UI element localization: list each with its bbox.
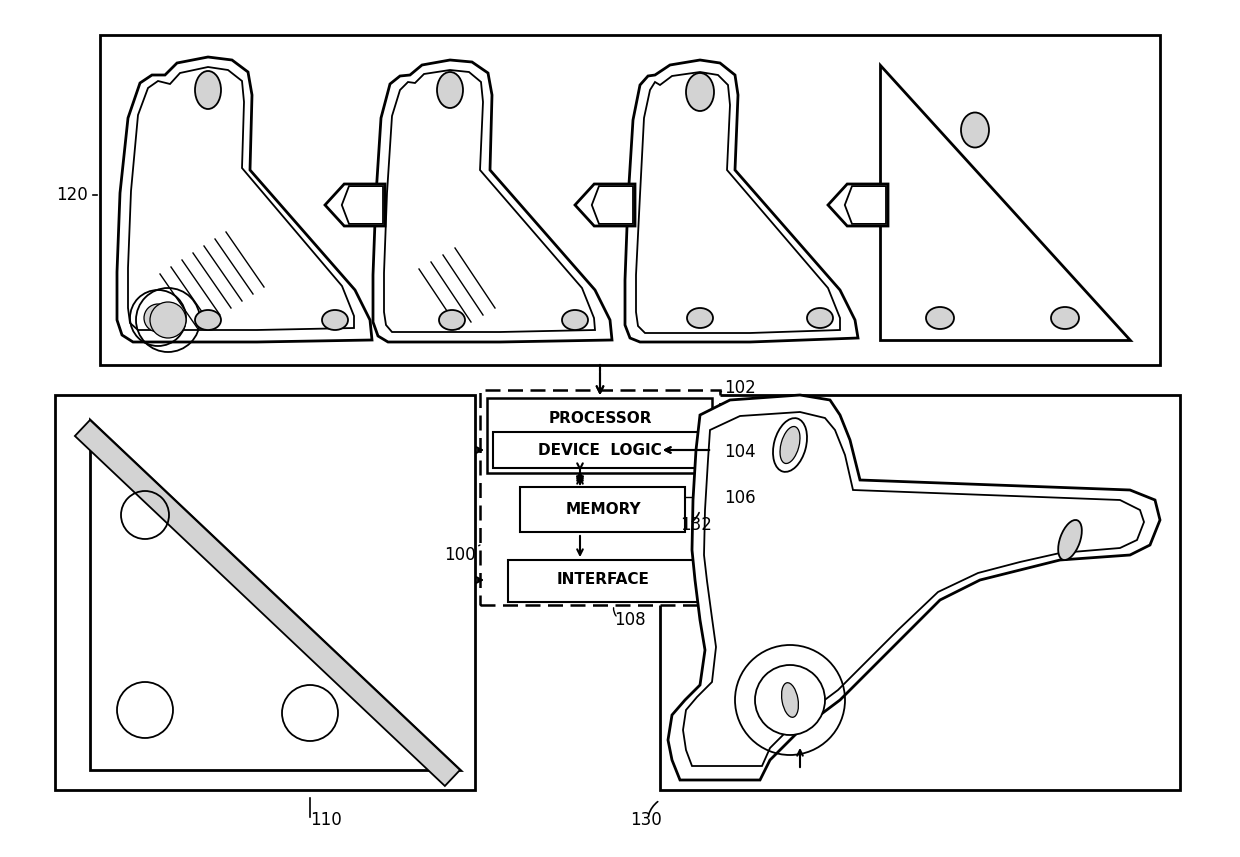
Text: 132: 132 bbox=[680, 516, 712, 534]
Text: 106: 106 bbox=[724, 489, 755, 507]
Bar bbox=[508, 560, 698, 602]
Ellipse shape bbox=[195, 310, 221, 330]
Text: 108: 108 bbox=[614, 611, 646, 629]
Bar bbox=[55, 395, 475, 790]
Polygon shape bbox=[342, 186, 383, 224]
Ellipse shape bbox=[961, 112, 990, 147]
Text: 110: 110 bbox=[310, 811, 342, 829]
Ellipse shape bbox=[807, 308, 833, 328]
Ellipse shape bbox=[439, 310, 465, 330]
Polygon shape bbox=[74, 420, 460, 786]
Text: PROCESSOR: PROCESSOR bbox=[548, 411, 652, 425]
Polygon shape bbox=[117, 57, 372, 342]
Bar bbox=[660, 395, 1180, 790]
Bar bbox=[494, 432, 706, 468]
Ellipse shape bbox=[687, 308, 713, 328]
Polygon shape bbox=[91, 420, 460, 770]
Ellipse shape bbox=[926, 307, 954, 329]
Text: 104: 104 bbox=[724, 443, 755, 461]
Polygon shape bbox=[880, 65, 1130, 340]
Text: INTERFACE: INTERFACE bbox=[557, 572, 650, 588]
Circle shape bbox=[150, 302, 186, 338]
Text: DEVICE  LOGIC: DEVICE LOGIC bbox=[538, 442, 662, 458]
Ellipse shape bbox=[686, 73, 714, 111]
Bar bbox=[487, 398, 712, 473]
Text: 120: 120 bbox=[56, 186, 88, 204]
Ellipse shape bbox=[322, 310, 348, 330]
Bar bbox=[100, 35, 1159, 365]
Polygon shape bbox=[828, 184, 888, 226]
Ellipse shape bbox=[780, 427, 800, 464]
Text: 100: 100 bbox=[444, 546, 476, 564]
Text: 102: 102 bbox=[724, 379, 755, 397]
Circle shape bbox=[755, 665, 825, 735]
Polygon shape bbox=[325, 184, 384, 226]
Bar bbox=[520, 487, 684, 532]
Text: 130: 130 bbox=[630, 811, 662, 829]
Ellipse shape bbox=[1052, 307, 1079, 329]
Ellipse shape bbox=[562, 310, 588, 330]
Polygon shape bbox=[575, 184, 635, 226]
Polygon shape bbox=[844, 186, 887, 224]
Polygon shape bbox=[591, 186, 632, 224]
Ellipse shape bbox=[1058, 520, 1081, 560]
Circle shape bbox=[144, 304, 172, 332]
Text: MEMORY: MEMORY bbox=[565, 502, 641, 518]
Ellipse shape bbox=[195, 71, 221, 109]
Bar bbox=[480, 390, 720, 605]
Ellipse shape bbox=[781, 683, 799, 717]
Ellipse shape bbox=[436, 72, 463, 108]
Polygon shape bbox=[625, 60, 858, 342]
Polygon shape bbox=[373, 60, 613, 342]
Polygon shape bbox=[668, 395, 1159, 780]
